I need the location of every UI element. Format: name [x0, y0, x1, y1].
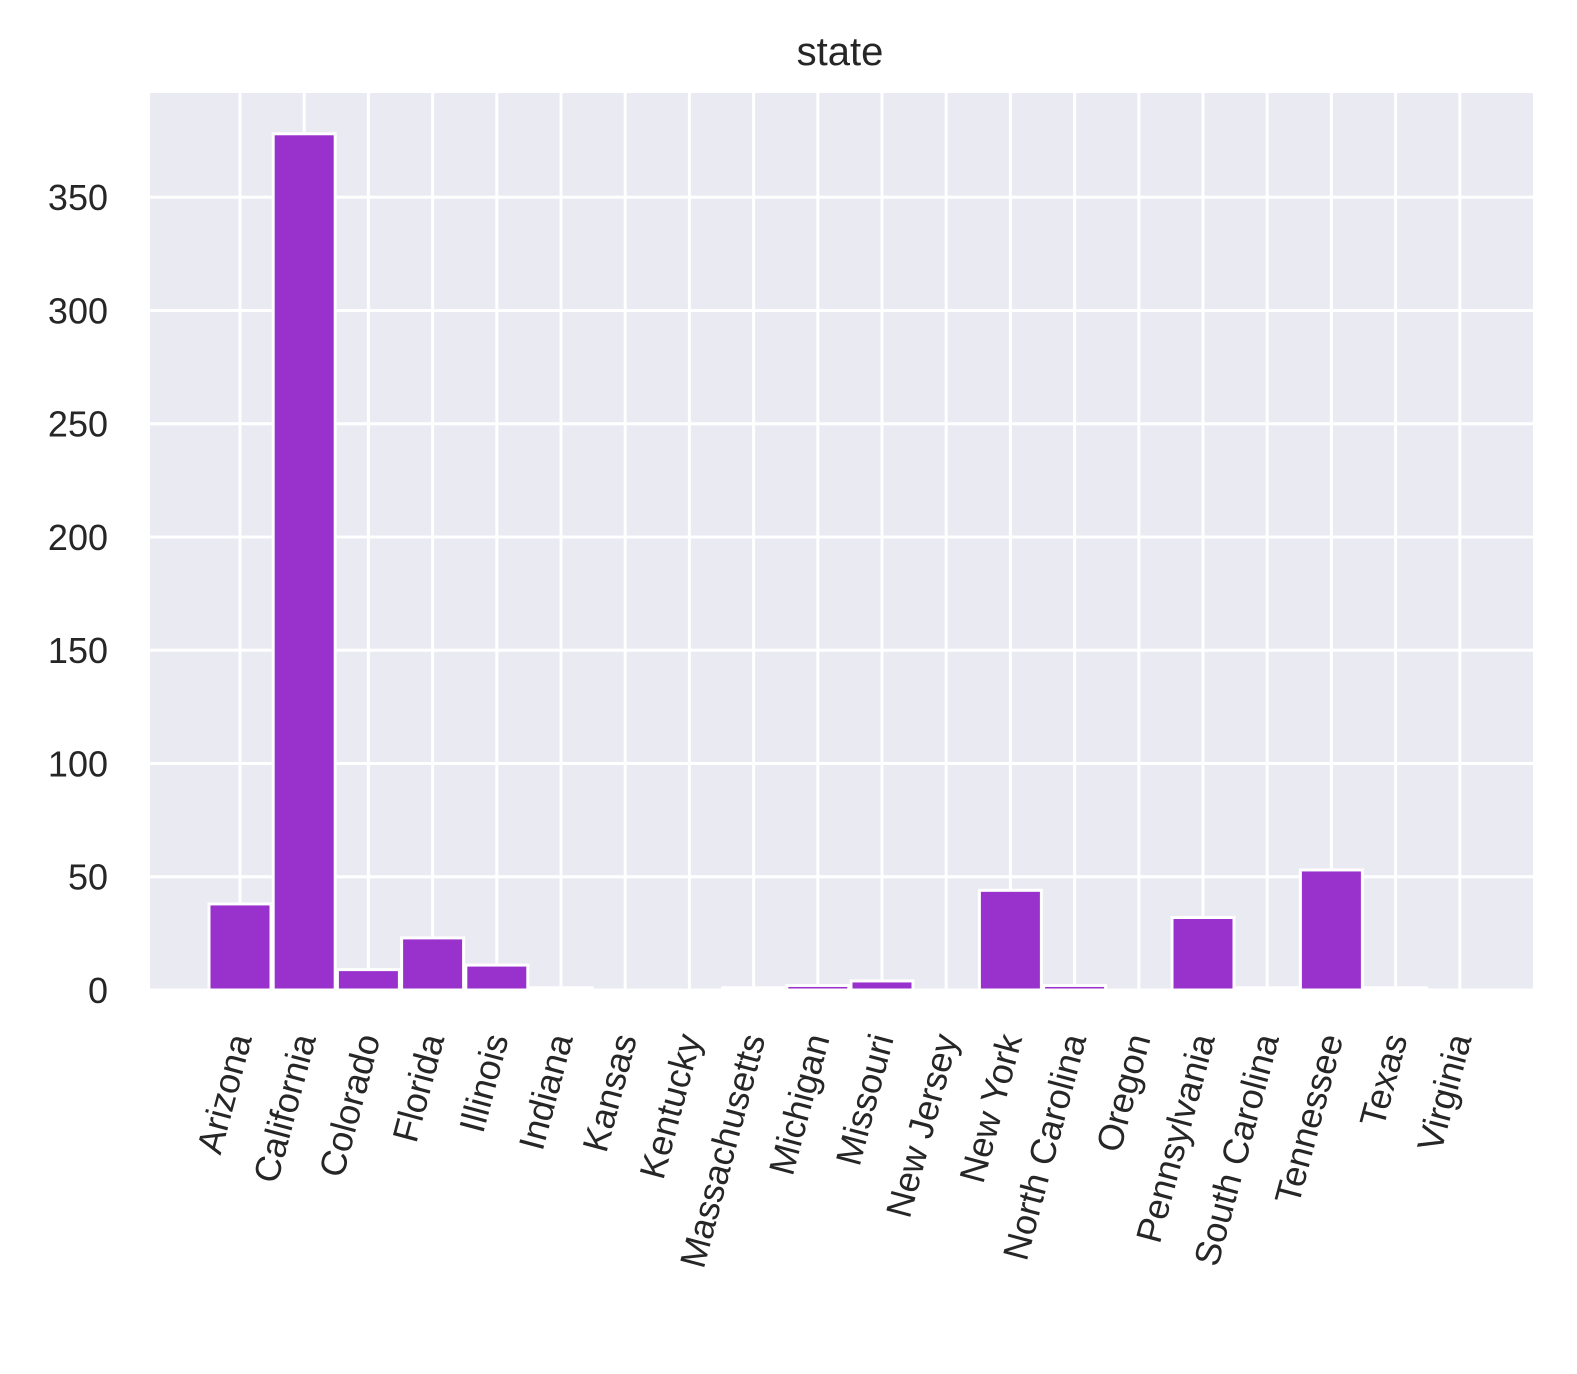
y-tick-label: 50 — [68, 857, 108, 898]
y-tick-label: 350 — [48, 177, 108, 218]
bar-tennessee — [1298, 868, 1364, 992]
x-tick-label: Virginia — [1409, 1029, 1480, 1156]
bar-arizona — [207, 902, 273, 992]
x-tick-label: Oregon — [1088, 1029, 1159, 1156]
bar-north-carolina — [1042, 983, 1108, 992]
bar-missouri — [849, 979, 915, 992]
x-tick-labels: ArizonaCaliforniaColoradoFloridaIllinois… — [189, 1029, 1480, 1272]
bar-indiana — [528, 986, 594, 992]
bars — [207, 132, 1429, 992]
y-tick-label: 150 — [48, 630, 108, 671]
x-tick-label: Texas — [1351, 1029, 1415, 1130]
plot-background — [150, 93, 1533, 990]
bar-california — [271, 132, 337, 992]
x-tick-label: Arizona — [189, 1029, 260, 1158]
x-tick-label: Florida — [384, 1029, 452, 1147]
bar-texas — [1363, 986, 1429, 992]
bar-massachusetts — [721, 986, 787, 992]
bar-illinois — [464, 963, 530, 992]
grid-lines — [150, 93, 1533, 992]
y-tick-label: 300 — [48, 290, 108, 331]
bar-south-carolina — [1234, 986, 1300, 992]
bar-pennsylvania — [1170, 916, 1236, 992]
y-tick-label: 0 — [88, 970, 108, 1011]
x-tick-label: Colorado — [311, 1029, 388, 1181]
x-tick-label: Missouri — [827, 1029, 901, 1169]
x-tick-label: Kentucky — [631, 1029, 709, 1183]
bar-michigan — [785, 983, 851, 992]
y-tick-label: 200 — [48, 517, 108, 558]
bar-colorado — [335, 968, 401, 992]
y-tick-label: 100 — [48, 743, 108, 784]
chart-title: state — [797, 30, 884, 74]
x-tick-label: Kansas — [574, 1029, 645, 1156]
bar-new-york — [977, 888, 1043, 992]
y-tick-labels: 0 50 100 150 200 250 300 350 — [48, 177, 108, 1011]
y-tick-label: 250 — [48, 404, 108, 445]
x-tick-label: Michigan — [761, 1029, 838, 1179]
x-tick-label: Illinois — [451, 1029, 516, 1136]
bar-florida — [400, 936, 466, 992]
x-tick-label: Indiana — [511, 1029, 581, 1155]
